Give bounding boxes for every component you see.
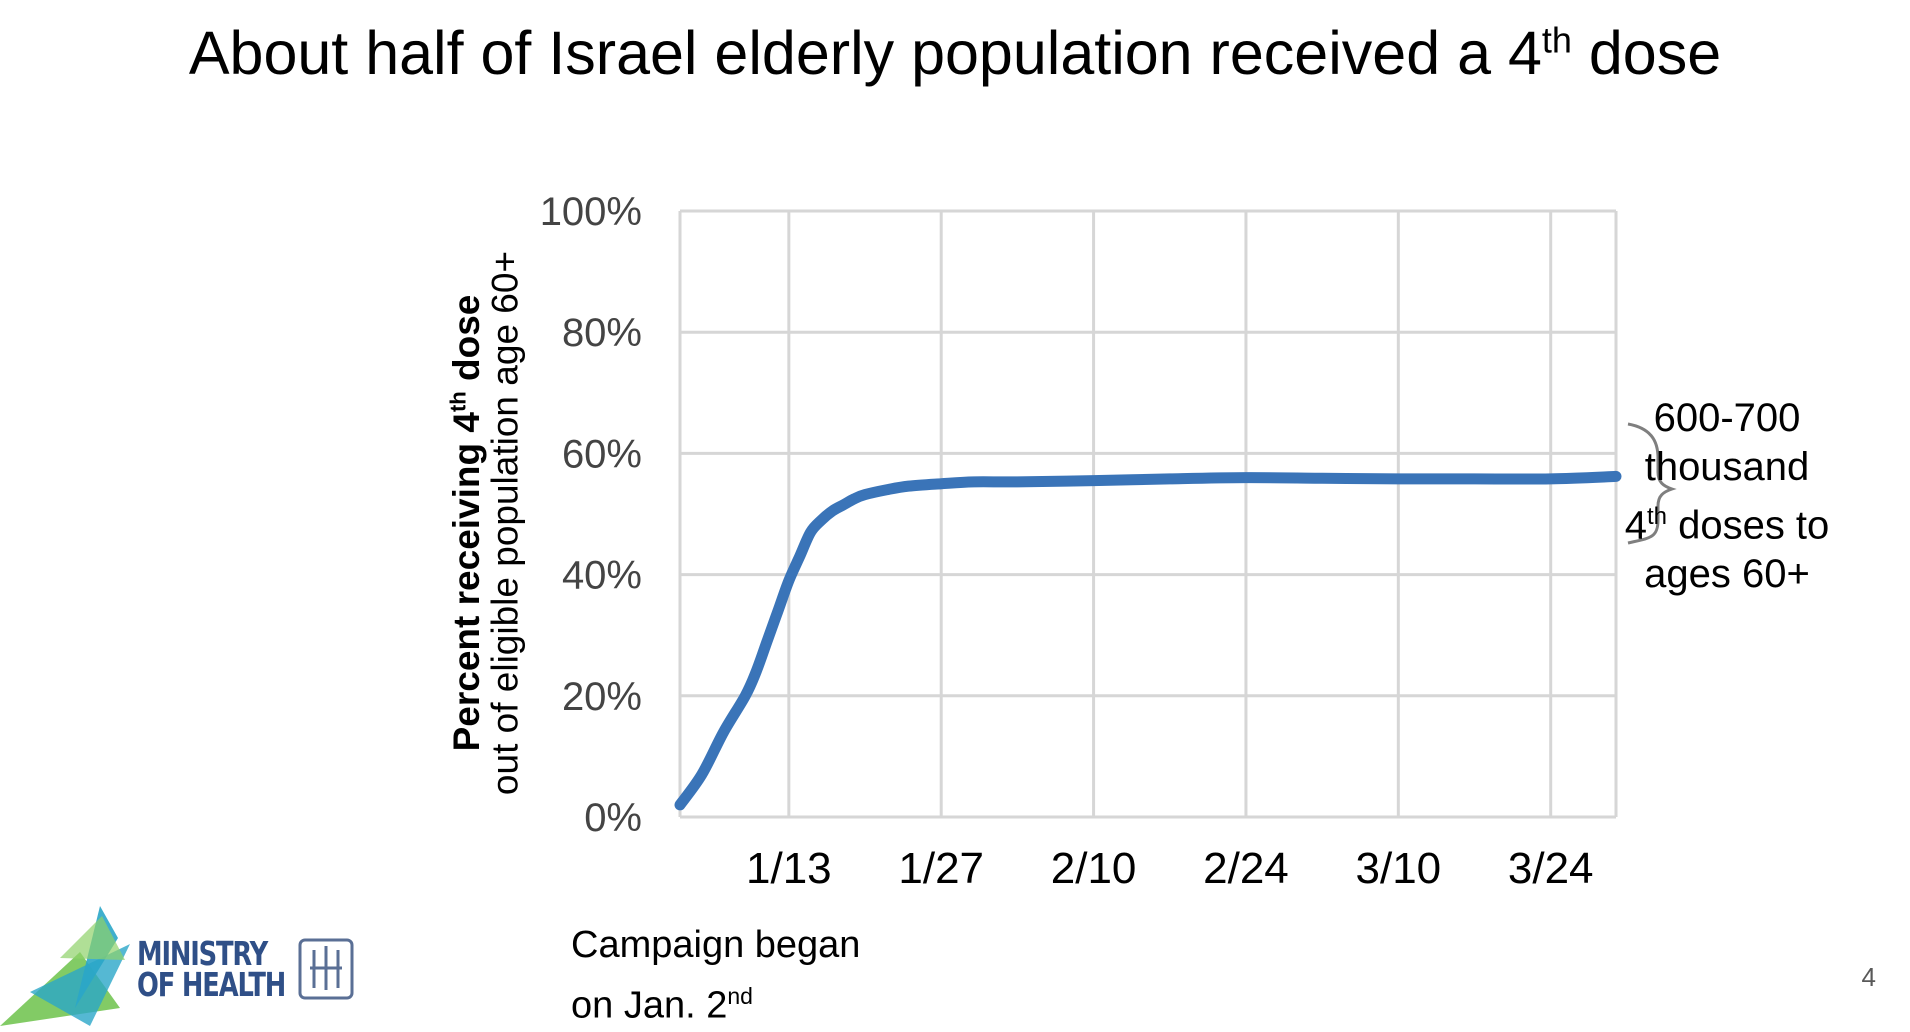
brace	[1627, 422, 1677, 545]
y-tick-label: 0%	[584, 796, 642, 840]
page-number: 4	[1861, 962, 1876, 992]
logo-text: MINISTRY OF HEALTH	[137, 934, 286, 1004]
doses-annotation: 600-700 thousand 4th doses to ages 60+	[1624, 396, 1830, 597]
slide-title: About half of Israel elderly population …	[188, 19, 1722, 87]
x-tick-label: 2/24	[1203, 844, 1289, 893]
x-tick-labels: 1/13 1/27 2/10 2/24 3/10 3/24	[746, 844, 1594, 893]
y-tick-label: 80%	[562, 311, 642, 355]
y-axis-label-line1: Percent receiving 4th dose	[445, 294, 487, 752]
emblem-icon	[298, 938, 354, 1000]
y-tick-labels: 0% 20% 40% 60% 80% 100%	[540, 190, 642, 840]
y-tick-label: 20%	[562, 675, 642, 719]
series-line	[674, 470, 1622, 811]
x-tick-label: 1/13	[746, 844, 832, 893]
campaign-note: Campaign began on Jan. 2nd	[571, 924, 861, 1027]
chart-grid	[678, 209, 1618, 819]
y-axis-label: Percent receiving 4th dose out of eligib…	[445, 203, 526, 843]
y-axis-label-line2: out of eligible population age 60+	[484, 250, 526, 796]
x-tick-label: 2/10	[1051, 844, 1137, 893]
y-tick-label: 40%	[562, 554, 642, 598]
x-tick-label: 3/24	[1508, 844, 1594, 893]
ministry-of-health-logo	[0, 906, 354, 1026]
y-tick-label: 100%	[540, 190, 642, 234]
x-tick-label: 1/27	[898, 844, 984, 893]
y-tick-label: 60%	[562, 432, 642, 476]
x-tick-label: 3/10	[1356, 844, 1442, 893]
